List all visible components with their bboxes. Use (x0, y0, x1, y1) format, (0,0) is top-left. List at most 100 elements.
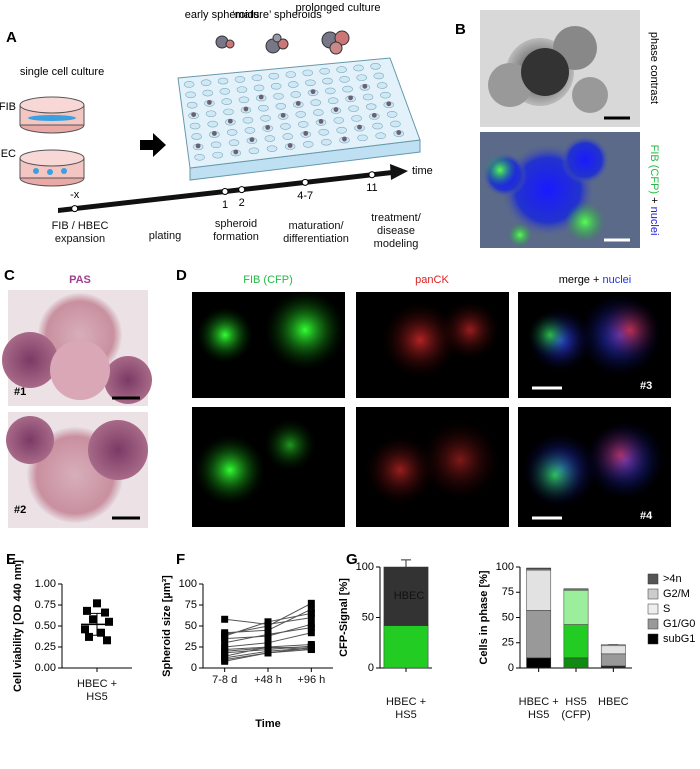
well (258, 104, 269, 112)
x-tick-label: HBEC (598, 696, 629, 708)
well (186, 101, 198, 109)
point (221, 635, 229, 643)
error-bar (401, 559, 411, 567)
spheroid (371, 112, 377, 118)
well (386, 111, 398, 118)
panel-letter: G (346, 551, 358, 568)
well (325, 87, 336, 95)
y-tick-label: 0.75 (35, 599, 56, 611)
segment-label: HS5 (398, 641, 419, 653)
spheroid (318, 118, 324, 124)
x-tick-label: HBEC + HS5 (385, 696, 427, 721)
phase-label: FIB / HBEC expansion (51, 220, 109, 245)
point (264, 618, 272, 626)
point (307, 609, 315, 617)
spheroid (195, 143, 201, 149)
well (319, 67, 330, 75)
phase-label: plating (148, 230, 182, 242)
well (194, 153, 205, 161)
y-tick-label: 0 (508, 662, 514, 674)
well (390, 120, 401, 128)
spheroid (348, 95, 353, 101)
dot (103, 636, 111, 645)
well (321, 138, 332, 146)
bar-segment (600, 665, 626, 669)
legend-label: S (663, 603, 670, 615)
dot (101, 608, 109, 617)
y-axis-label: Cell viability [OD 440 nm] (12, 560, 24, 692)
bar-segment (600, 653, 626, 667)
panel-letter: A (6, 29, 17, 46)
point (264, 643, 272, 651)
bar-segment (563, 589, 589, 625)
x-tick-label: HBEC + HS5 (76, 678, 118, 703)
x-tick-label: 7-8 d (212, 674, 238, 686)
title-part: merge + (559, 274, 600, 286)
x-tick-label: HS5 (CFP) (561, 696, 591, 721)
well (357, 134, 368, 142)
image-label: #2 (14, 504, 26, 516)
well (212, 151, 224, 159)
well (370, 63, 381, 70)
image-label: #3 (640, 380, 652, 392)
timepoint-dot (368, 171, 376, 179)
well (380, 91, 391, 99)
y-tick-label: 75 (502, 586, 514, 598)
well (236, 86, 248, 93)
well (221, 98, 232, 105)
well (226, 129, 238, 136)
well (185, 91, 196, 99)
point (307, 646, 315, 654)
stage-label: prolonged culture (295, 2, 380, 14)
panel-letter: D (176, 267, 187, 284)
phase-label: spheroid formation (213, 218, 259, 243)
spheroid (310, 89, 316, 95)
well (253, 84, 265, 92)
column-title: panCK (415, 274, 449, 286)
image-label: FIB (CFP) + nuclei (648, 145, 660, 236)
point (264, 622, 272, 630)
well (248, 147, 260, 155)
timepoint-dot (301, 178, 309, 186)
bar-segment (563, 588, 589, 590)
spheroid (227, 118, 233, 124)
timepoint-dot (71, 205, 79, 213)
timepoint-label: -x (70, 189, 80, 201)
dish-label: HBEC (0, 148, 16, 160)
well (285, 71, 297, 78)
well (342, 85, 353, 93)
y-tick-label: 25 (502, 637, 514, 649)
point (307, 614, 315, 622)
timeline-arrow (390, 164, 408, 180)
point (221, 615, 229, 623)
y-tick-label: 0.00 (35, 662, 56, 674)
bar-segment (526, 569, 552, 611)
spheroid (386, 101, 392, 107)
phase-label: maturation/ differentiation (283, 220, 349, 245)
y-tick-label: 1.00 (35, 578, 56, 590)
bar-segment (526, 657, 552, 669)
well (372, 122, 383, 130)
bar-segment (383, 625, 429, 669)
well (302, 141, 314, 148)
arrow (140, 133, 166, 157)
x-axis-label: Time (255, 718, 280, 730)
timepoint-label: 2 (239, 197, 245, 209)
well (270, 82, 282, 90)
bar-segment (526, 567, 552, 570)
y-tick-label: 100 (179, 578, 197, 590)
y-tick-label: 0.50 (35, 620, 56, 632)
x-tick-label: +48 h (254, 674, 282, 686)
spheroid (280, 112, 286, 118)
well (336, 126, 347, 134)
y-axis-label: CFP-Signal [%] (338, 578, 350, 657)
timepoint-label: 1 (222, 199, 228, 211)
spheroid-icons (215, 30, 350, 55)
y-tick-label: 0 (368, 662, 374, 674)
spheroid (243, 106, 249, 112)
spheroid (333, 107, 339, 112)
point (221, 657, 229, 665)
legend-label: >4n (663, 573, 682, 585)
